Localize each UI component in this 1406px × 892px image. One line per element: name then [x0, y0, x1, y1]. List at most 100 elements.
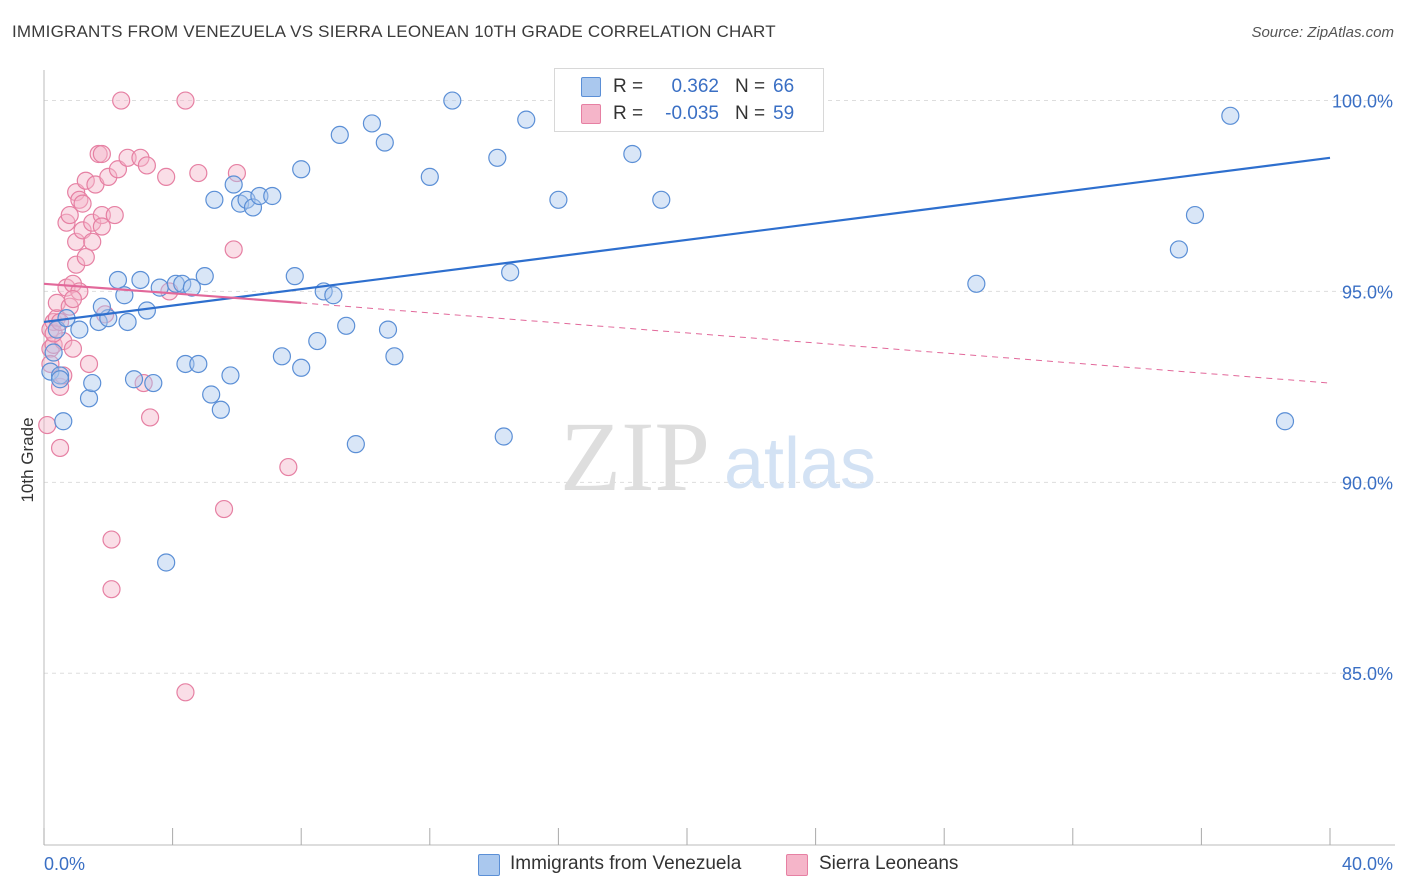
- venezuela-point: [346, 435, 365, 454]
- venezuela-point: [50, 366, 70, 385]
- sierra-leonean-point: [105, 205, 124, 225]
- venezuela-point: [308, 331, 327, 351]
- sierra-leonean-point: [92, 217, 111, 236]
- legend-r-label: R =: [613, 76, 644, 97]
- x-tick-label: 0.0%: [44, 854, 85, 874]
- venezuela-point: [420, 167, 439, 186]
- x-tick-label: 40.0%: [1342, 854, 1393, 874]
- sierra-leonean-point: [67, 232, 86, 251]
- axes: [43, 70, 1395, 846]
- venezuela-point: [292, 358, 311, 377]
- sierra-leonean-point: [137, 156, 156, 175]
- y-tick-label: 95.0%: [1342, 282, 1393, 302]
- venezuela-point: [92, 297, 111, 316]
- legend-label-venezuela: Immigrants from Venezuela: [510, 853, 742, 874]
- venezuela-point: [118, 312, 137, 332]
- venezuela-point: [330, 125, 349, 145]
- venezuela-point: [221, 366, 240, 385]
- y-tick-label: 85.0%: [1342, 664, 1393, 684]
- venezuela-point: [54, 412, 73, 431]
- venezuela-point: [285, 267, 304, 286]
- venezuela-point: [205, 190, 224, 209]
- venezuela-point: [131, 270, 150, 290]
- venezuela-point: [623, 144, 642, 164]
- source-label: Source: ZipAtlas.com: [1251, 24, 1394, 41]
- sierra-leonean-point: [73, 194, 92, 213]
- sierra-leonean-point: [83, 213, 102, 232]
- venezuela-point: [202, 385, 221, 404]
- sierra-leonean-point: [92, 144, 111, 164]
- axis-labels: 100.0% 95.0% 90.0% 85.0% 0.0% 40.0% 10th Grade: [18, 92, 1393, 874]
- y-axis-label: 10th Grade: [18, 417, 37, 502]
- sierra-leonean-point: [118, 148, 137, 167]
- sierra-leonean-points: [38, 91, 298, 702]
- legend-row-sierra-leone: R = -0.035 N = 59: [555, 100, 823, 128]
- stats-legend: R = 0.362 N = 66 R = -0.035 N = 59: [554, 68, 824, 132]
- sierra-leonean-point: [102, 580, 121, 599]
- venezuela-point: [517, 110, 536, 129]
- venezuela-point: [182, 278, 201, 297]
- sierra-leonean-point: [38, 415, 57, 435]
- sierra-leonean-point: [63, 289, 83, 309]
- sierra-leonean-point: [76, 171, 95, 190]
- venezuela-point: [272, 347, 292, 366]
- venezuela-point: [250, 186, 269, 206]
- sierra-leonean-point: [67, 255, 86, 274]
- legend-swatch-sierra-leone: [786, 854, 808, 876]
- sierra-leonean-point: [76, 247, 95, 267]
- venezuela-point: [157, 553, 176, 572]
- venezuela-point: [652, 190, 671, 209]
- watermark-atlas: atlas: [724, 424, 876, 504]
- venezuela-point: [108, 270, 128, 290]
- chart-title: IMMIGRANTS FROM VENEZUELA VS SIERRA LEON…: [12, 22, 776, 41]
- venezuela-points: [41, 91, 1295, 572]
- sierra-leonean-point: [176, 91, 195, 110]
- sierra-leonean-point: [176, 683, 195, 702]
- trend-lines: [43, 156, 1331, 384]
- sierra-leonean-point: [112, 91, 131, 110]
- venezuela-point: [362, 114, 382, 133]
- venezuela-point: [494, 427, 513, 446]
- venezuela-point: [967, 274, 986, 293]
- sierra-leonean-point: [102, 530, 121, 549]
- venezuela-point: [89, 312, 108, 332]
- venezuela-point: [50, 370, 70, 389]
- sierra-leonean-point: [79, 354, 99, 374]
- sierra-leonean-point: [63, 274, 83, 293]
- sierra-leonean-point: [50, 438, 70, 458]
- legend-row-venezuela: R = 0.362 N = 66: [555, 73, 823, 101]
- venezuela-point: [375, 133, 394, 152]
- sierra-leonean-point: [63, 339, 83, 358]
- venezuela-trend-line: [43, 156, 1331, 324]
- sierra-leonean-point: [279, 457, 298, 477]
- sierra-leonean-point: [83, 232, 102, 251]
- legend-swatch-blue: [581, 77, 601, 97]
- venezuela-point: [195, 267, 214, 286]
- venezuela-point: [337, 316, 356, 335]
- sierra-leonean-point: [189, 163, 208, 183]
- venezuela-point: [144, 373, 163, 393]
- legend-r-value: -0.035: [665, 103, 719, 124]
- venezuela-point: [243, 198, 263, 217]
- sierra-leonean-point: [60, 205, 79, 225]
- gridlines: [44, 100, 1395, 674]
- venezuela-point: [70, 320, 89, 339]
- sierra-leonean-trend-extension: [301, 302, 1331, 384]
- legend-swatch-pink: [581, 104, 601, 124]
- sierra-leonean-point: [214, 499, 234, 519]
- venezuela-point: [1221, 106, 1240, 125]
- venezuela-point: [501, 263, 520, 282]
- venezuela-point: [83, 373, 102, 393]
- legend-n-label: N =: [735, 103, 766, 124]
- venezuela-point: [211, 400, 230, 419]
- venezuela-point: [79, 389, 99, 408]
- venezuela-point: [1275, 412, 1295, 431]
- venezuela-point: [488, 148, 507, 167]
- venezuela-point: [189, 354, 208, 374]
- venezuela-point: [224, 175, 243, 194]
- venezuela-point: [263, 186, 282, 206]
- venezuela-point: [44, 343, 63, 362]
- legend-r-value: 0.362: [671, 76, 719, 97]
- venezuela-point: [443, 91, 462, 110]
